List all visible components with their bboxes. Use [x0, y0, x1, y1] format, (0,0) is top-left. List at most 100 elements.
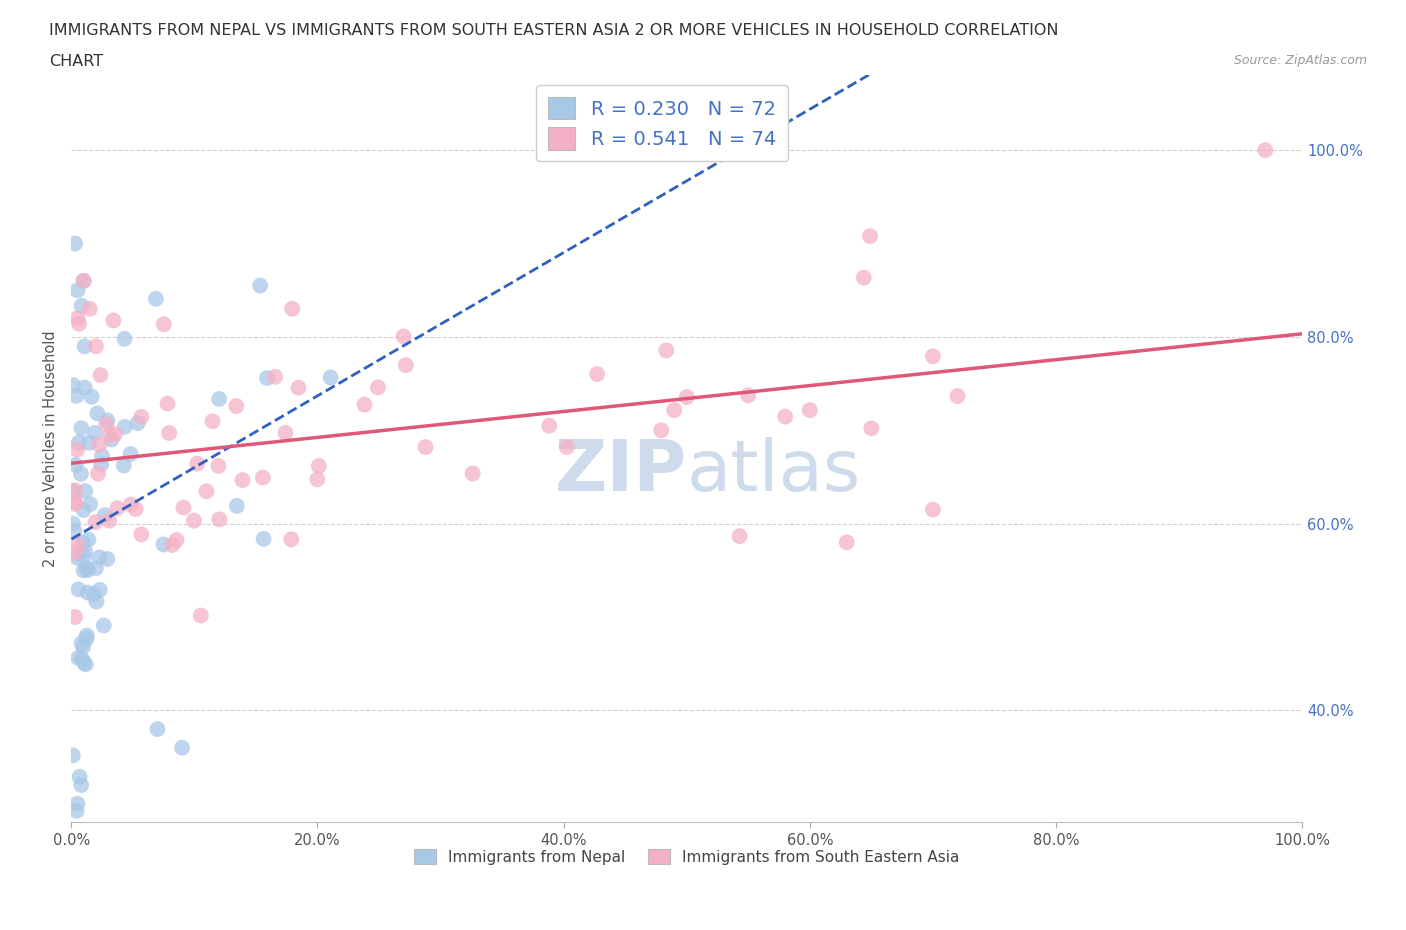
Point	[93, 618, 115, 633]
Point	[90, 457, 112, 472]
Point	[922, 349, 945, 364]
Point	[77, 532, 100, 547]
Point	[65, 458, 87, 472]
Point	[69, 769, 91, 784]
Point	[67, 316, 90, 331]
Point	[835, 535, 858, 550]
Point	[555, 440, 578, 455]
Point	[70, 651, 93, 666]
Point	[1254, 142, 1277, 157]
Point	[63, 497, 86, 512]
Point	[66, 283, 89, 298]
Point	[946, 389, 969, 404]
Point	[91, 448, 114, 463]
Point	[156, 396, 179, 411]
Point	[249, 278, 271, 293]
Point	[114, 419, 136, 434]
Point	[87, 466, 110, 481]
Point	[252, 531, 274, 546]
Point	[461, 466, 484, 481]
Point	[86, 406, 108, 421]
Point	[183, 513, 205, 528]
Point	[70, 299, 93, 313]
Point	[922, 502, 945, 517]
Point	[146, 722, 169, 737]
Point	[166, 533, 188, 548]
Point	[96, 417, 118, 432]
Point	[675, 390, 697, 405]
Point	[131, 409, 153, 424]
Point	[75, 484, 97, 498]
Point	[63, 495, 86, 510]
Point	[307, 472, 329, 486]
Point	[84, 561, 107, 576]
Text: ZIP: ZIP	[554, 437, 686, 506]
Point	[860, 421, 883, 436]
Point	[201, 414, 224, 429]
Point	[84, 339, 107, 353]
Point	[152, 537, 174, 551]
Point	[650, 423, 672, 438]
Point	[73, 339, 96, 353]
Point	[66, 538, 89, 552]
Point	[70, 420, 93, 435]
Point	[66, 796, 89, 811]
Point	[100, 432, 122, 447]
Point	[62, 516, 84, 531]
Point	[287, 380, 309, 395]
Point	[157, 426, 180, 441]
Point	[415, 440, 437, 455]
Point	[586, 366, 609, 381]
Point	[73, 544, 96, 559]
Point	[66, 311, 89, 325]
Point	[65, 389, 87, 404]
Point	[76, 585, 98, 600]
Point	[252, 471, 274, 485]
Point	[131, 527, 153, 542]
Point	[308, 458, 330, 473]
Point	[103, 313, 125, 328]
Point	[112, 458, 135, 473]
Point	[737, 388, 759, 403]
Point	[104, 427, 127, 442]
Point	[70, 777, 93, 792]
Point	[72, 640, 94, 655]
Point	[72, 536, 94, 551]
Text: IMMIGRANTS FROM NEPAL VS IMMIGRANTS FROM SOUTH EASTERN ASIA 2 OR MORE VEHICLES I: IMMIGRANTS FROM NEPAL VS IMMIGRANTS FROM…	[49, 23, 1059, 38]
Point	[127, 416, 149, 431]
Text: atlas: atlas	[686, 437, 860, 506]
Point	[538, 418, 561, 433]
Point	[280, 532, 302, 547]
Point	[94, 508, 117, 523]
Point	[76, 628, 98, 643]
Point	[208, 512, 231, 526]
Point	[319, 370, 342, 385]
Point	[172, 500, 194, 515]
Point	[799, 403, 821, 418]
Point	[89, 582, 111, 597]
Point	[89, 437, 111, 452]
Point	[392, 329, 415, 344]
Point	[98, 513, 121, 528]
Point	[77, 435, 100, 450]
Point	[195, 484, 218, 498]
Point	[208, 392, 231, 406]
Point	[84, 425, 107, 440]
Point	[67, 582, 90, 597]
Point	[72, 502, 94, 517]
Point	[852, 271, 875, 286]
Point	[367, 380, 389, 395]
Point	[75, 561, 97, 576]
Point	[172, 740, 194, 755]
Point	[145, 291, 167, 306]
Point	[63, 609, 86, 624]
Point	[73, 550, 96, 565]
Point	[66, 804, 89, 818]
Point	[225, 399, 247, 414]
Point	[89, 550, 111, 565]
Point	[664, 403, 686, 418]
Point	[264, 369, 287, 384]
Point	[83, 587, 105, 602]
Point	[72, 273, 94, 288]
Point	[728, 528, 751, 543]
